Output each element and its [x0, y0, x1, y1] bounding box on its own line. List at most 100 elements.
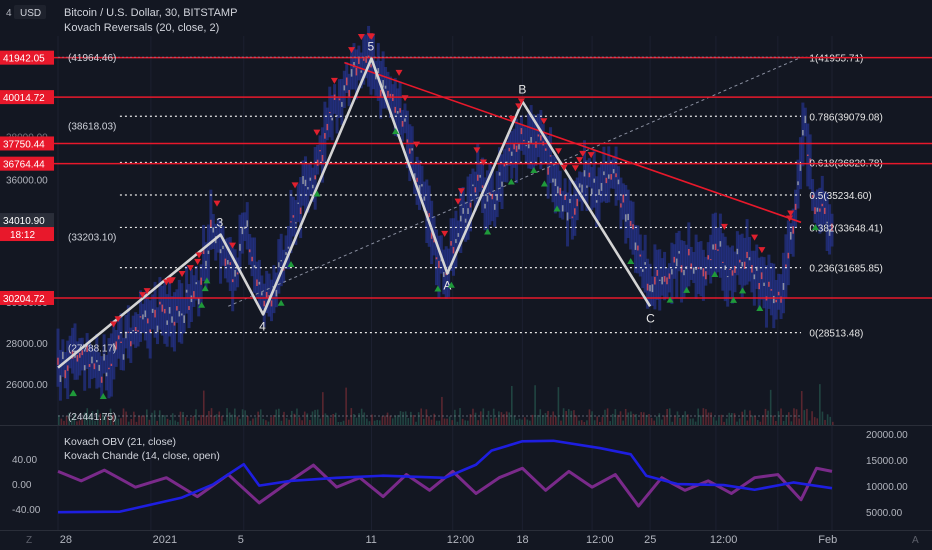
indicator-label: Kovach Reversals (20, close, 2)	[64, 22, 219, 34]
x-axis-label: 12:00	[586, 534, 614, 546]
volume-bar	[661, 419, 663, 425]
chart-title: Bitcoin / U.S. Dollar, 30, BITSTAMP	[64, 7, 237, 19]
currency-badge-bg[interactable]	[14, 5, 46, 19]
volume-bar	[516, 419, 518, 425]
volume-bar	[705, 409, 707, 425]
volume-bar	[555, 416, 557, 425]
down-marker	[348, 47, 356, 54]
volume-bar	[179, 411, 182, 425]
indicator-axis-right: 15000.00	[866, 456, 908, 467]
indicator-axis-left: 40.00	[12, 455, 37, 466]
volume-bar	[780, 408, 782, 425]
down-marker	[786, 215, 794, 222]
volume-bar	[738, 418, 741, 425]
up-marker	[666, 296, 674, 303]
level-label: (33203.10)	[68, 233, 116, 244]
trendline[interactable]	[344, 61, 802, 224]
wave-label: C	[646, 311, 655, 325]
volume-bar	[399, 411, 402, 425]
indicator-axis-right: 20000.00	[866, 430, 908, 441]
price-tag[interactable]: 41942.05	[3, 54, 45, 65]
down-marker	[186, 265, 194, 272]
wave-label: 3	[217, 216, 224, 230]
volume-bar	[259, 409, 262, 425]
price-tag[interactable]: 40014.72	[3, 93, 45, 104]
volume-bar	[329, 417, 332, 425]
volume-bar	[495, 417, 498, 425]
volume-bar	[262, 418, 265, 425]
volume-bar	[720, 414, 723, 425]
volume-bar	[601, 417, 604, 425]
x-axis-label: 2021	[153, 534, 177, 546]
volume-bar	[438, 420, 441, 425]
wave-label: 5	[367, 40, 374, 54]
down-marker	[368, 33, 376, 40]
volume-bar	[531, 414, 534, 425]
volume-bar	[68, 412, 70, 425]
up-marker	[201, 285, 209, 292]
volume-bar	[89, 414, 91, 425]
volume-bar	[265, 420, 267, 425]
timezone-icon[interactable]: Z	[26, 535, 32, 546]
volume-bar	[456, 421, 459, 425]
volume-bar	[441, 396, 443, 425]
price-tag[interactable]: 30204.72	[3, 294, 45, 305]
volume-bar	[479, 411, 482, 425]
down-marker	[454, 198, 462, 205]
volume-bar	[567, 409, 570, 425]
volume-bar	[619, 411, 622, 425]
auto-scale-icon[interactable]: A	[912, 535, 919, 546]
volume-bar	[469, 414, 472, 425]
indicator-axis-right: 5000.00	[866, 508, 903, 519]
volume-bar	[420, 408, 423, 425]
volume-bar	[182, 411, 184, 425]
volume-bar	[461, 418, 464, 425]
volume-bar	[397, 415, 399, 425]
volume-bar	[283, 411, 285, 425]
volume-bar	[285, 418, 288, 425]
volume-bar	[334, 412, 337, 425]
volume-bar	[526, 419, 529, 425]
volume-bar	[148, 419, 151, 425]
volume-bar	[767, 410, 769, 425]
volume-bar	[803, 410, 806, 425]
down-marker	[291, 182, 299, 189]
volume-bar	[345, 387, 347, 425]
price-tag[interactable]: 36764.44	[3, 160, 45, 171]
volume-bar	[340, 421, 342, 425]
volume-bar	[681, 415, 684, 425]
volume-bar	[404, 411, 407, 425]
volume-bar	[474, 412, 477, 425]
volume-bar	[358, 413, 360, 425]
price-tag-bg	[0, 290, 54, 305]
volume-bar	[241, 409, 244, 425]
volume-bar	[596, 416, 599, 425]
volume-bar	[542, 415, 544, 425]
down-marker	[168, 277, 176, 284]
volume-bar	[689, 418, 692, 425]
price-tag[interactable]: 37750.44	[3, 139, 45, 150]
volume-bar	[798, 418, 800, 425]
volume-bar	[821, 411, 824, 425]
volume-bar	[205, 416, 208, 425]
volume-bar	[580, 420, 583, 425]
volume-bar	[234, 408, 236, 425]
up-marker	[530, 166, 538, 173]
horizontal-levels[interactable]: 26000.0028000.0030000.0036000.00438000.0…	[0, 8, 932, 391]
volume-bar	[151, 412, 153, 425]
volume-bar	[133, 411, 135, 425]
level-label: (41964.46)	[68, 53, 116, 64]
down-marker	[515, 103, 523, 110]
volume-bar	[228, 412, 231, 425]
up-marker	[730, 296, 738, 303]
currency-badge[interactable]: USD	[20, 8, 41, 19]
x-axis[interactable]: 28 2021 5 11 12:00 18 12:00 25 12:00 Feb	[60, 534, 837, 546]
up-marker	[811, 224, 819, 231]
down-marker	[139, 292, 147, 299]
obv-legend: Kovach OBV (21, close)	[64, 436, 176, 448]
volume-bar	[91, 411, 94, 425]
price-tag[interactable]: 34010.90	[3, 216, 45, 227]
volume-bar	[593, 420, 596, 425]
